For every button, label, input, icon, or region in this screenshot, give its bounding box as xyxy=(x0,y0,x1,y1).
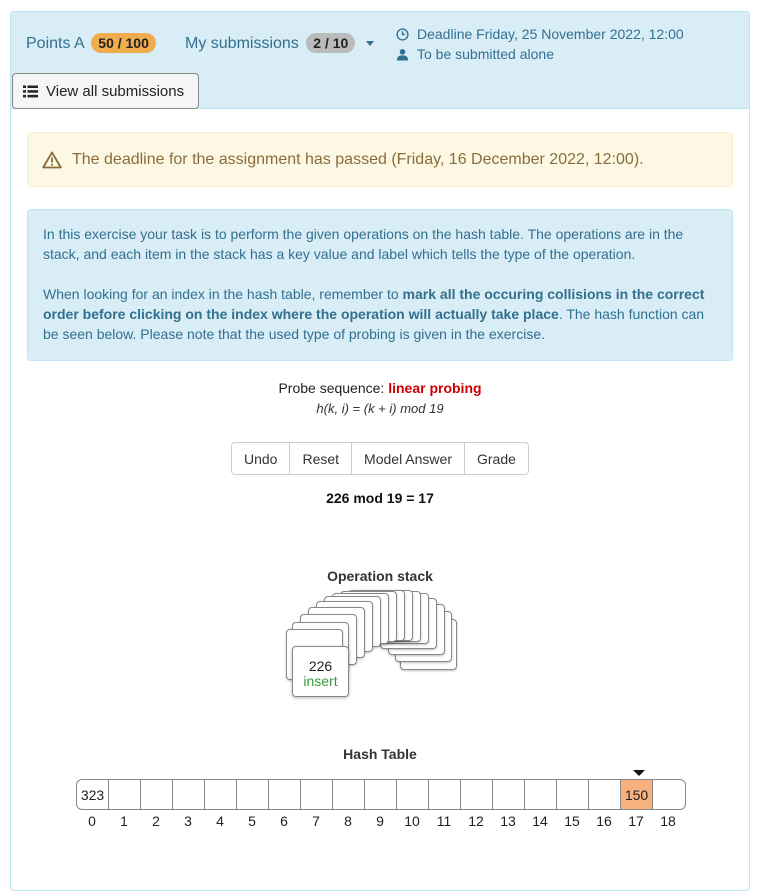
instructions-paragraph-2: When looking for an index in the hash ta… xyxy=(43,286,705,342)
undo-button[interactable]: Undo xyxy=(231,442,291,475)
operation-stack-title: Operation stack xyxy=(327,568,433,584)
hash-table-title: Hash Table xyxy=(343,746,417,762)
hash-cell[interactable] xyxy=(429,780,461,809)
operation-type: insert xyxy=(303,673,338,689)
hash-index-label: 6 xyxy=(280,813,288,829)
submissions-badge: 2 / 10 xyxy=(306,33,356,53)
probe-sequence: Probe sequence: linear probing xyxy=(11,380,749,396)
hash-cell[interactable] xyxy=(141,780,173,809)
hash-index-label: 0 xyxy=(88,813,96,829)
hash-calculation: 226 mod 19 = 17 xyxy=(326,490,434,506)
hash-index-label: 13 xyxy=(500,813,516,829)
hash-cell[interactable] xyxy=(493,780,525,809)
hash-index-label: 10 xyxy=(404,813,420,829)
model-answer-button[interactable]: Model Answer xyxy=(351,442,465,475)
caret-down-icon xyxy=(365,41,374,47)
reset-button[interactable]: Reset xyxy=(289,442,353,475)
deadline-info: Deadline Friday, 25 November 2022, 12:00… xyxy=(396,24,684,64)
operation-key: 226 xyxy=(308,658,333,674)
hash-cell[interactable] xyxy=(269,780,301,809)
submit-mode-text: To be submitted alone xyxy=(417,46,554,62)
hash-index-label: 1 xyxy=(120,813,128,829)
points-info: Points A 50 / 100 xyxy=(26,33,156,53)
instructions-alert: In this exercise your task is to perform… xyxy=(27,209,733,361)
hash-cell[interactable] xyxy=(461,780,493,809)
hash-index-label: 17 xyxy=(628,813,644,829)
operation-card-top[interactable]: 226 insert xyxy=(292,646,349,697)
view-all-submissions-button[interactable]: View all submissions xyxy=(12,73,199,109)
instructions-paragraph-1: In this exercise your task is to perform… xyxy=(43,226,684,262)
exercise-panel: Points A 50 / 100 My submissions 2 / 10 … xyxy=(10,11,750,891)
hash-cell[interactable] xyxy=(237,780,269,809)
user-icon xyxy=(396,48,409,61)
hash-index-label: 8 xyxy=(344,813,352,829)
hash-table: 323 150 xyxy=(76,779,686,810)
clock-icon xyxy=(396,27,409,41)
hash-cell[interactable] xyxy=(557,780,589,809)
hash-cell[interactable] xyxy=(109,780,141,809)
hash-index-label: 15 xyxy=(564,813,580,829)
hash-cell[interactable]: 150 xyxy=(621,780,653,809)
view-all-label: View all submissions xyxy=(46,82,185,100)
hash-index-label: 18 xyxy=(660,813,676,829)
hash-cell[interactable] xyxy=(653,780,685,809)
hash-cell[interactable] xyxy=(525,780,557,809)
warning-icon xyxy=(42,151,62,168)
deadline-passed-alert: The deadline for the assignment has pass… xyxy=(27,132,733,187)
hash-index-label: 14 xyxy=(532,813,548,829)
hash-function-formula: h(k, i) = (k + i) mod 19 xyxy=(316,401,444,416)
list-icon xyxy=(23,85,38,97)
points-badge: 50 / 100 xyxy=(91,33,156,53)
hash-index-label: 11 xyxy=(436,813,452,829)
hash-index-label: 12 xyxy=(468,813,484,829)
hash-index-label: 16 xyxy=(596,813,612,829)
warning-text: The deadline for the assignment has pass… xyxy=(72,150,644,168)
hash-cell[interactable] xyxy=(205,780,237,809)
current-index-pointer-icon xyxy=(633,770,645,776)
deadline-text: Deadline Friday, 25 November 2022, 12:00 xyxy=(417,26,684,42)
probe-label: Probe sequence: xyxy=(278,380,385,396)
hash-index-label: 2 xyxy=(152,813,160,829)
hash-index-label: 3 xyxy=(184,813,192,829)
hash-index-label: 7 xyxy=(312,813,320,829)
hash-cell[interactable] xyxy=(333,780,365,809)
hash-cell[interactable] xyxy=(365,780,397,809)
my-submissions-dropdown[interactable]: My submissions 2 / 10 xyxy=(185,33,374,53)
hash-cell[interactable] xyxy=(173,780,205,809)
submissions-label: My submissions xyxy=(185,35,299,52)
hash-index-label: 9 xyxy=(376,813,384,829)
hash-cell[interactable]: 323 xyxy=(77,780,109,809)
points-label: Points A xyxy=(26,35,84,52)
hash-cell[interactable] xyxy=(301,780,333,809)
grade-button[interactable]: Grade xyxy=(463,442,529,475)
probe-type: linear probing xyxy=(388,380,482,396)
exercise-button-group: Undo Reset Model Answer Grade xyxy=(231,442,529,475)
hash-cell[interactable] xyxy=(589,780,621,809)
hash-table-indices: 0 1 2 3 4 5 6 7 8 9 10 11 12 13 14 15 16 17 18 xyxy=(76,813,684,829)
hash-cell[interactable] xyxy=(397,780,429,809)
hash-index-label: 4 xyxy=(216,813,224,829)
hash-index-label: 5 xyxy=(248,813,256,829)
